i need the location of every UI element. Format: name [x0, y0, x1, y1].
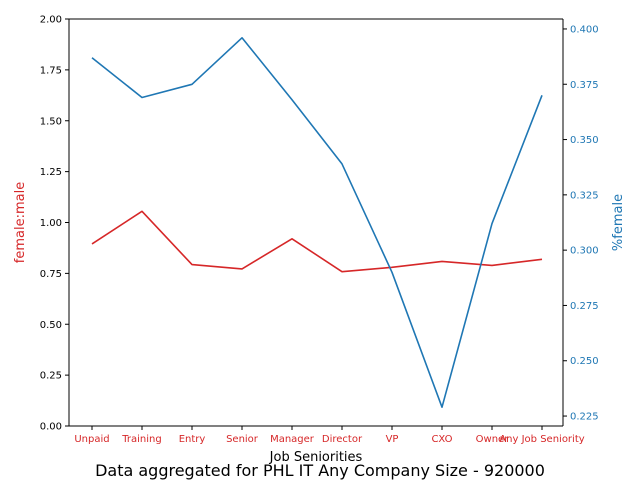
right-y-tick-label: 0.225 [570, 412, 599, 423]
series-line-female-male [91, 210, 543, 273]
chart-caption: Data aggregated for PHL IT Any Company S… [95, 461, 545, 480]
right-y-tick-label: 0.275 [570, 301, 599, 312]
left-y-tick-label: 0.75 [40, 269, 62, 280]
left-y-tick-label: 1.50 [40, 116, 62, 127]
left-y-axis-label: female:male [13, 182, 28, 263]
right-y-tick-label: 0.250 [570, 356, 599, 367]
right-y-tick-label: 0.375 [570, 80, 599, 91]
x-tick-label: Entry [179, 434, 206, 445]
left-y-tick-label: 1.00 [40, 218, 62, 229]
x-tick-label: Senior [226, 434, 259, 445]
right-y-tick-label: 0.350 [570, 135, 599, 146]
left-y-tick-label: 2.00 [40, 15, 62, 26]
left-y-tick-label: 0.50 [40, 320, 62, 331]
x-tick-label: Any Job Seniority [499, 434, 584, 445]
series-line-percent-female [91, 36, 543, 409]
right-y-tick-label: 0.325 [570, 190, 599, 201]
x-tick-label: VP [386, 434, 399, 445]
right-y-axis-label: %female [611, 194, 626, 251]
x-axis-label: Job Seniorities [269, 450, 363, 465]
left-y-tick-label: 1.25 [40, 167, 62, 178]
right-y-tick-label: 0.300 [570, 246, 599, 257]
x-tick-label: Manager [270, 434, 315, 445]
x-tick-label: Owner [476, 434, 510, 445]
x-tick-label: Unpaid [74, 434, 109, 445]
right-y-tick-label: 0.400 [570, 24, 599, 35]
x-tick-label: CXO [431, 434, 452, 445]
x-tick-label: Training [121, 434, 161, 445]
left-y-tick-label: 0.25 [40, 371, 62, 382]
left-y-tick-label: 1.75 [40, 65, 62, 76]
left-y-tick-label: 0.00 [40, 422, 62, 433]
x-tick-label: Director [322, 434, 363, 445]
